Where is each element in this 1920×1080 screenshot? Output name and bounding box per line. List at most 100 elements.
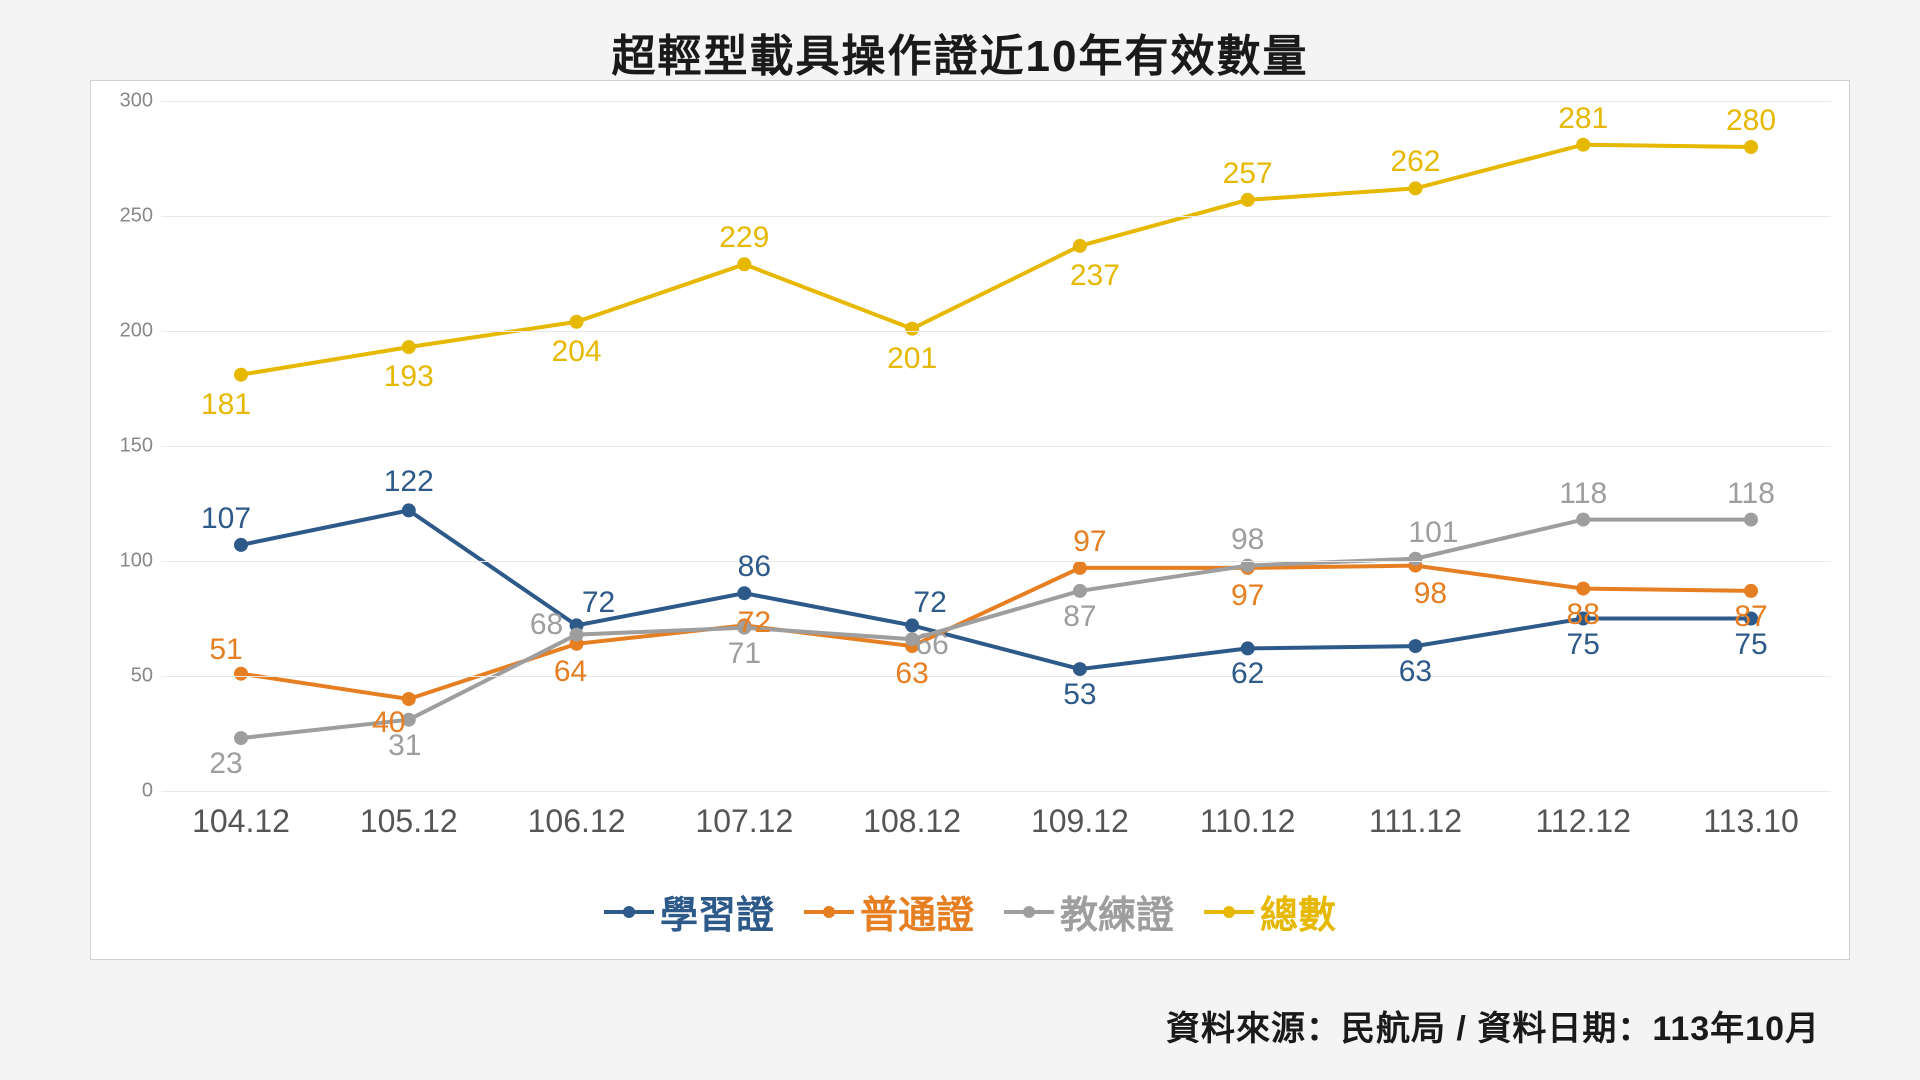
series-marker [570, 315, 584, 329]
series-line [241, 145, 1751, 375]
series-marker [1073, 584, 1087, 598]
grid-line [161, 676, 1831, 677]
series-marker [234, 731, 248, 745]
x-tick-label: 111.12 [1369, 791, 1462, 840]
legend-item: 普通證 [804, 884, 974, 939]
series-marker [1073, 662, 1087, 676]
x-tick-label: 113.10 [1703, 791, 1799, 840]
legend-label: 普通證 [860, 884, 974, 939]
data-label: 87 [1063, 600, 1096, 634]
series-marker [402, 340, 416, 354]
series-marker [402, 692, 416, 706]
data-label: 31 [388, 729, 421, 763]
series-marker [1744, 584, 1758, 598]
data-label: 122 [384, 465, 434, 499]
data-label: 68 [530, 608, 563, 642]
series-marker [1576, 138, 1590, 152]
series-marker [234, 368, 248, 382]
x-tick-label: 109.12 [1031, 791, 1129, 840]
data-label: 53 [1063, 678, 1096, 712]
grid-line [161, 561, 1831, 562]
legend-label: 學習證 [660, 884, 774, 939]
series-marker [1408, 181, 1422, 195]
legend-label: 總數 [1260, 884, 1336, 939]
series-marker [1408, 552, 1422, 566]
y-tick-label: 0 [101, 780, 161, 803]
series-marker [1576, 513, 1590, 527]
legend-item: 教練證 [1004, 884, 1174, 939]
series-marker [1576, 582, 1590, 596]
x-tick-label: 108.12 [863, 791, 961, 840]
data-label: 237 [1070, 259, 1120, 293]
data-label: 86 [738, 550, 771, 584]
data-label: 107 [201, 502, 251, 536]
data-label: 280 [1726, 104, 1776, 138]
x-tick-label: 110.12 [1200, 791, 1296, 840]
data-label: 118 [1727, 477, 1775, 511]
x-tick-label: 107.12 [695, 791, 793, 840]
data-label: 72 [738, 606, 771, 640]
footer-source: 資料來源：民航局 / 資料日期：113年10月 [1166, 1001, 1820, 1050]
data-label: 51 [209, 633, 242, 667]
plot-area: 050100150200250300104.12105.12106.12107.… [161, 101, 1831, 791]
data-label: 281 [1558, 102, 1608, 136]
grid-line [161, 216, 1831, 217]
series-marker [737, 257, 751, 271]
data-label: 204 [552, 335, 602, 369]
data-label: 101 [1408, 516, 1458, 550]
legend-swatch [804, 910, 854, 914]
data-label: 98 [1414, 577, 1447, 611]
series-marker [1241, 641, 1255, 655]
series-line [241, 566, 1751, 699]
data-label: 257 [1223, 157, 1273, 191]
series-marker [905, 322, 919, 336]
legend-swatch [1204, 910, 1254, 914]
legend: 學習證 普通證 教練證 總數 [91, 884, 1849, 939]
series-marker [1073, 239, 1087, 253]
y-tick-label: 300 [101, 90, 161, 113]
series-marker [234, 667, 248, 681]
data-label: 97 [1231, 579, 1264, 613]
data-label: 72 [582, 586, 615, 620]
data-label: 71 [728, 637, 761, 671]
data-label: 64 [554, 655, 587, 689]
grid-line [161, 446, 1831, 447]
series-marker [1241, 193, 1255, 207]
series-marker [402, 503, 416, 517]
series-marker [1744, 140, 1758, 154]
series-marker [1073, 561, 1087, 575]
legend-label: 教練證 [1060, 884, 1174, 939]
data-label: 262 [1390, 145, 1440, 179]
x-tick-label: 106.12 [528, 791, 626, 840]
data-label: 229 [719, 221, 769, 255]
data-label: 72 [913, 586, 946, 620]
x-tick-label: 105.12 [360, 791, 458, 840]
data-label: 75 [1567, 628, 1600, 662]
data-label: 66 [915, 628, 948, 662]
legend-item: 學習證 [604, 884, 774, 939]
data-label: 118 [1559, 477, 1607, 511]
data-label: 97 [1073, 525, 1106, 559]
legend-swatch [1004, 910, 1054, 914]
series-marker [1744, 513, 1758, 527]
y-tick-label: 150 [101, 435, 161, 458]
legend-item: 總數 [1204, 884, 1336, 939]
data-label: 193 [384, 360, 434, 394]
y-tick-label: 50 [101, 665, 161, 688]
legend-swatch [604, 910, 654, 914]
data-label: 87 [1734, 600, 1767, 634]
data-label: 62 [1231, 657, 1264, 691]
series-marker [1408, 639, 1422, 653]
chart-title: 超輕型載具操作證近10年有效數量 [0, 0, 1920, 84]
y-tick-label: 200 [101, 320, 161, 343]
y-tick-label: 100 [101, 550, 161, 573]
series-marker [234, 538, 248, 552]
data-label: 23 [209, 747, 242, 781]
data-label: 181 [201, 388, 251, 422]
chart-container: 050100150200250300104.12105.12106.12107.… [90, 80, 1850, 960]
series-marker [570, 628, 584, 642]
y-tick-label: 250 [101, 205, 161, 228]
data-label: 63 [895, 657, 928, 691]
series-marker [737, 586, 751, 600]
data-label: 63 [1399, 655, 1432, 689]
